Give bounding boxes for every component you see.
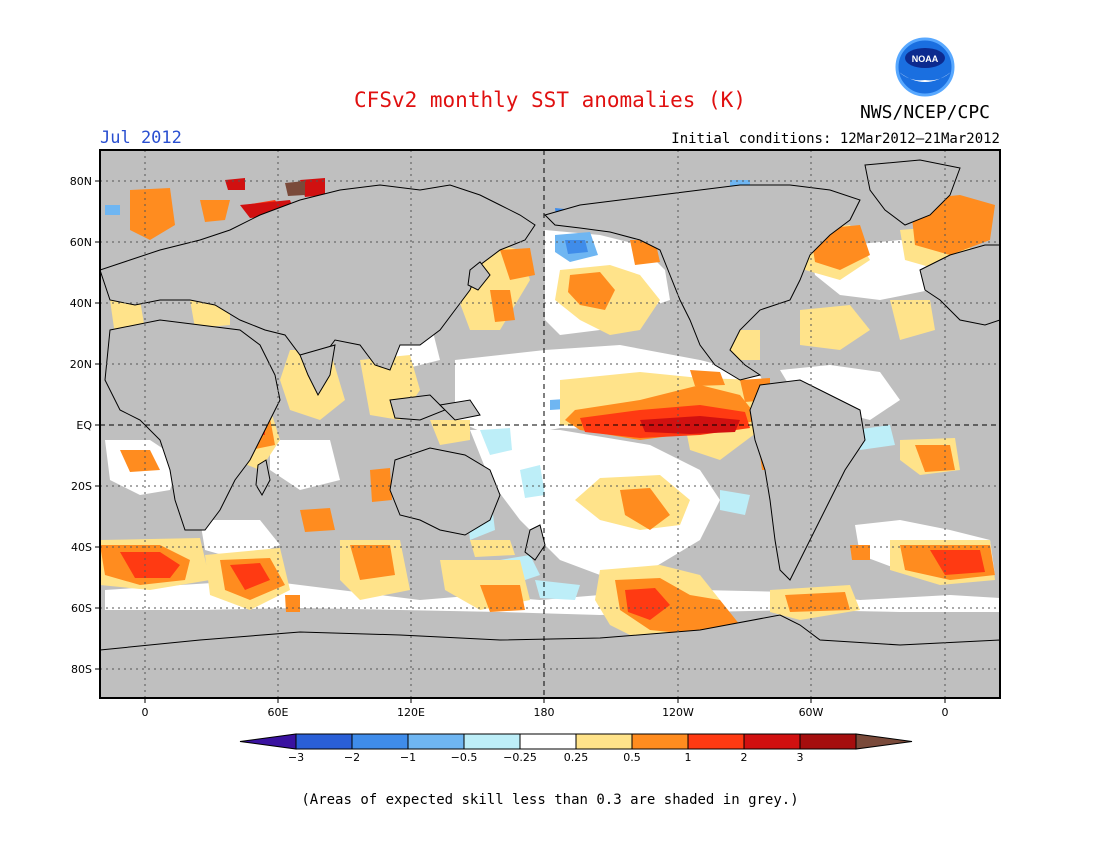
colorbar-min-arrow [239,733,297,750]
map-frame [99,149,1001,699]
lon-label: 60W [799,706,824,719]
colorbar-swatch [575,733,633,750]
colorbar-swatch [295,733,353,750]
colorbar-max-arrow [855,733,913,750]
lat-label: 60S [71,602,92,615]
lat-label: 80N [70,175,92,188]
lat-label: 80S [71,663,92,676]
colorbar-tick-label: 1 [685,751,692,764]
lat-label: 20S [71,480,92,493]
lon-label: 60E [268,706,289,719]
lon-label: 0 [942,706,949,719]
colorbar-swatch [463,733,521,750]
noaa-logo: NOAA [895,37,955,97]
lon-label: 180 [534,706,555,719]
lon-label: 120W [662,706,694,719]
anomaly-field [100,150,1000,698]
colorbar: −3 −2 −1 −0.5 −0.25 0.25 0.5 1 2 3 [239,733,913,764]
colorbar-tick-label: −1 [400,751,416,764]
colorbar-tick-label: 0.5 [623,751,641,764]
lon-label: 120E [397,706,425,719]
lon-axis: 0 60E 120E 180 120W 60W 0 [142,698,949,719]
lat-label: 40N [70,297,92,310]
lon-label: 0 [142,706,149,719]
colorbar-tick-label: 2 [741,751,748,764]
chart-title: CFSv2 monthly SST anomalies (K) [354,88,746,112]
equator-dateline [100,150,1000,698]
organization-label: NWS/NCEP/CPC [859,102,991,123]
colorbar-swatch [743,733,801,750]
colorbar-swatch [631,733,689,750]
footnote: (Areas of expected skill less than 0.3 a… [301,792,799,808]
colorbar-tick-label: −0.5 [451,751,478,764]
lat-axis: 80N 60N 40N 20N EQ 20S 40S 60S 80S [70,175,100,676]
lat-label: 20N [70,358,92,371]
lat-label: 60N [70,236,92,249]
lat-label: 40S [71,541,92,554]
colorbar-tick-label: 0.25 [564,751,589,764]
lat-label: EQ [76,419,92,432]
logo-text: NOAA [912,54,939,64]
colorbar-tick-label: −0.25 [503,751,537,764]
colorbar-swatch [687,733,745,750]
colorbar-swatch [407,733,465,750]
colorbar-tick-label: 3 [797,751,804,764]
colorbar-swatch [351,733,409,750]
colorbar-tick-label: −2 [344,751,360,764]
forecast-month-label: Jul 2012 [100,128,182,148]
initial-conditions-label: Initial conditions: 12Mar2012–21Mar2012 [671,131,1000,147]
colorbar-swatch [519,733,577,750]
colorbar-swatch [799,733,857,750]
colorbar-tick-label: −3 [288,751,304,764]
graticule [100,150,1000,698]
